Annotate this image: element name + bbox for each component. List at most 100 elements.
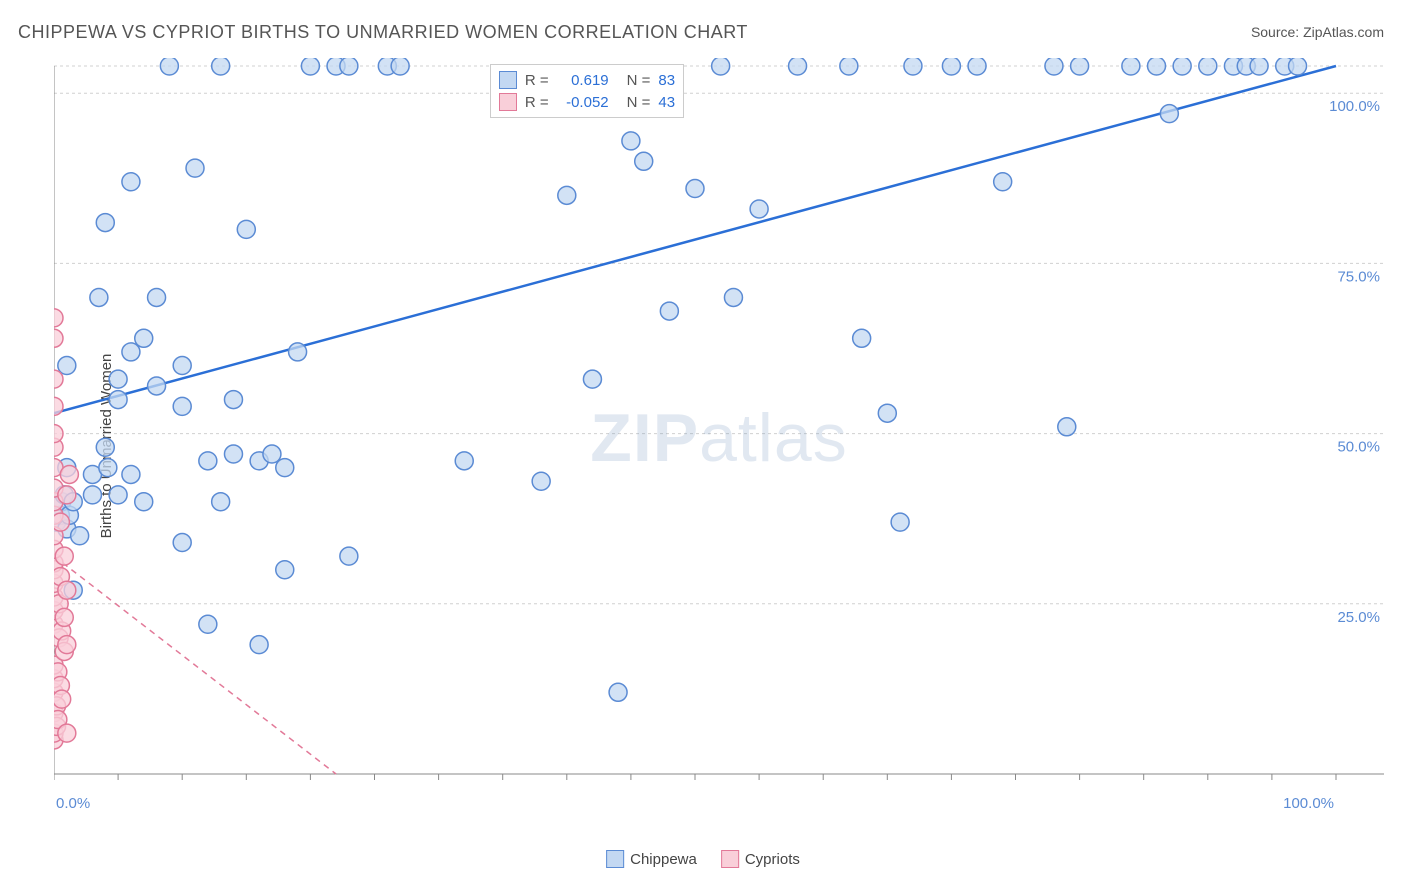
data-point (173, 357, 191, 375)
data-point (54, 425, 63, 443)
data-point (1173, 58, 1191, 75)
data-point (558, 186, 576, 204)
data-point (250, 636, 268, 654)
y-tick-label: 100.0% (1329, 98, 1380, 115)
data-point (301, 58, 319, 75)
legend-swatch (499, 93, 517, 111)
data-point (148, 377, 166, 395)
data-point (532, 472, 550, 490)
source-attribution: Source: ZipAtlas.com (1251, 24, 1384, 40)
series-legend: Chippewa Cypriots (598, 848, 808, 870)
data-point (58, 724, 76, 742)
data-point (750, 200, 768, 218)
legend-row: R =0.619N =83 (499, 69, 675, 91)
plot-area: 25.0%50.0%75.0%100.0%0.0%100.0% ZIPatlas… (54, 58, 1384, 818)
data-point (122, 465, 140, 483)
data-point (1148, 58, 1166, 75)
legend-swatch (499, 71, 517, 89)
series-legend-label: Chippewa (630, 851, 697, 868)
data-point (391, 58, 409, 75)
data-point (712, 58, 730, 75)
data-point (173, 397, 191, 415)
data-point (122, 173, 140, 191)
data-point (968, 58, 986, 75)
data-point (686, 180, 704, 198)
data-point (135, 493, 153, 511)
legend-swatch (606, 850, 624, 868)
legend-r-label: R = (525, 94, 549, 111)
data-point (199, 615, 217, 633)
chart-title: CHIPPEWA VS CYPRIOT BIRTHS TO UNMARRIED … (18, 22, 748, 43)
data-point (58, 357, 76, 375)
data-point (289, 343, 307, 361)
data-point (54, 309, 63, 327)
data-point (54, 397, 63, 415)
data-point (1160, 105, 1178, 123)
trend-line (54, 556, 336, 774)
legend-n-label: N = (627, 94, 651, 111)
data-point (942, 58, 960, 75)
data-point (199, 452, 217, 470)
data-point (904, 58, 922, 75)
data-point (1199, 58, 1217, 75)
data-point (276, 459, 294, 477)
data-point (1250, 58, 1268, 75)
data-point (789, 58, 807, 75)
data-point (622, 132, 640, 150)
data-point (1058, 418, 1076, 436)
data-point (878, 404, 896, 422)
data-point (54, 329, 63, 347)
data-point (71, 527, 89, 545)
data-point (55, 608, 73, 626)
data-point (660, 302, 678, 320)
data-point (160, 58, 178, 75)
legend-r-value: -0.052 (557, 94, 609, 111)
data-point (224, 391, 242, 409)
data-point (1289, 58, 1307, 75)
scatter-plot-svg: 25.0% 50.0% 75.0% 100.0% 0.0% 100.0% (54, 58, 1384, 818)
data-point (224, 445, 242, 463)
legend-swatch (721, 850, 739, 868)
y-tick-label: 50.0% (1337, 439, 1380, 456)
data-point (90, 288, 108, 306)
data-point (58, 486, 76, 504)
legend-row: R = -0.052 N = 43 (499, 91, 675, 113)
data-point (840, 58, 858, 75)
legend-r-value: 0.619 (557, 72, 609, 89)
data-point (583, 370, 601, 388)
data-point (724, 288, 742, 306)
x-tick-label: 100.0% (1283, 795, 1334, 812)
legend-n-value: 43 (658, 94, 675, 111)
correlation-legend: R =0.619N =83 R = -0.052 N = 43 (490, 64, 684, 118)
data-point (60, 465, 78, 483)
data-point (58, 581, 76, 599)
data-point (96, 214, 114, 232)
y-tick-label: 25.0% (1337, 609, 1380, 626)
data-point (54, 690, 71, 708)
data-point (212, 493, 230, 511)
data-point (1071, 58, 1089, 75)
series-legend-label: Cypriots (745, 851, 800, 868)
x-tick-label: 0.0% (56, 795, 90, 812)
trend-line (54, 66, 1336, 413)
data-point (340, 547, 358, 565)
data-point (186, 159, 204, 177)
data-point (1122, 58, 1140, 75)
data-point (994, 173, 1012, 191)
data-point (96, 438, 114, 456)
series-legend-item: Cypriots (721, 850, 800, 868)
data-point (1045, 58, 1063, 75)
data-point (55, 547, 73, 565)
data-point (635, 152, 653, 170)
data-point (99, 459, 117, 477)
data-point (455, 452, 473, 470)
data-point (109, 370, 127, 388)
data-point (263, 445, 281, 463)
data-point (109, 391, 127, 409)
data-point (891, 513, 909, 531)
data-point (83, 486, 101, 504)
data-point (276, 561, 294, 579)
y-tick-label: 75.0% (1337, 268, 1380, 285)
data-point (212, 58, 230, 75)
data-point (853, 329, 871, 347)
